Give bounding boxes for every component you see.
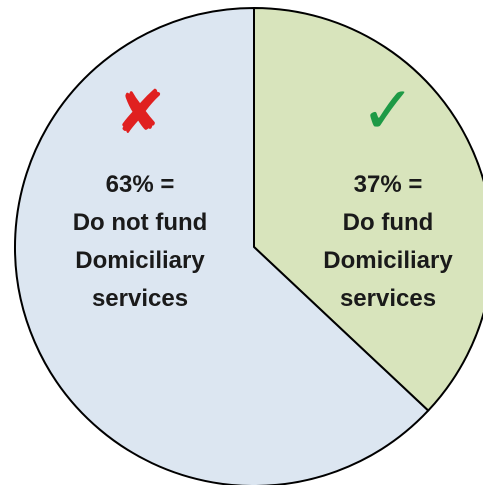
slice-percent-label: 37% = xyxy=(354,171,423,198)
slice-description-line: Do fund xyxy=(343,209,434,236)
slice-description-line: services xyxy=(340,285,436,312)
pie-slice-37 xyxy=(253,7,483,412)
check-icon: ✓ xyxy=(360,72,415,149)
slice-description-line: Domiciliary xyxy=(323,247,453,274)
pie-slice-63 xyxy=(14,7,430,485)
slice-description-line: services xyxy=(92,285,188,312)
slice-description-line: Domiciliary xyxy=(75,247,205,274)
slice-description-line: Do not fund xyxy=(73,209,208,236)
cross-icon: ✘ xyxy=(115,78,165,148)
slice-percent-label: 63% = xyxy=(106,171,175,198)
pie-slices xyxy=(14,7,483,485)
pie-labels: ✓ 37% = Do fund Domiciliary services ✘ 63% = Do… xyxy=(73,72,454,312)
